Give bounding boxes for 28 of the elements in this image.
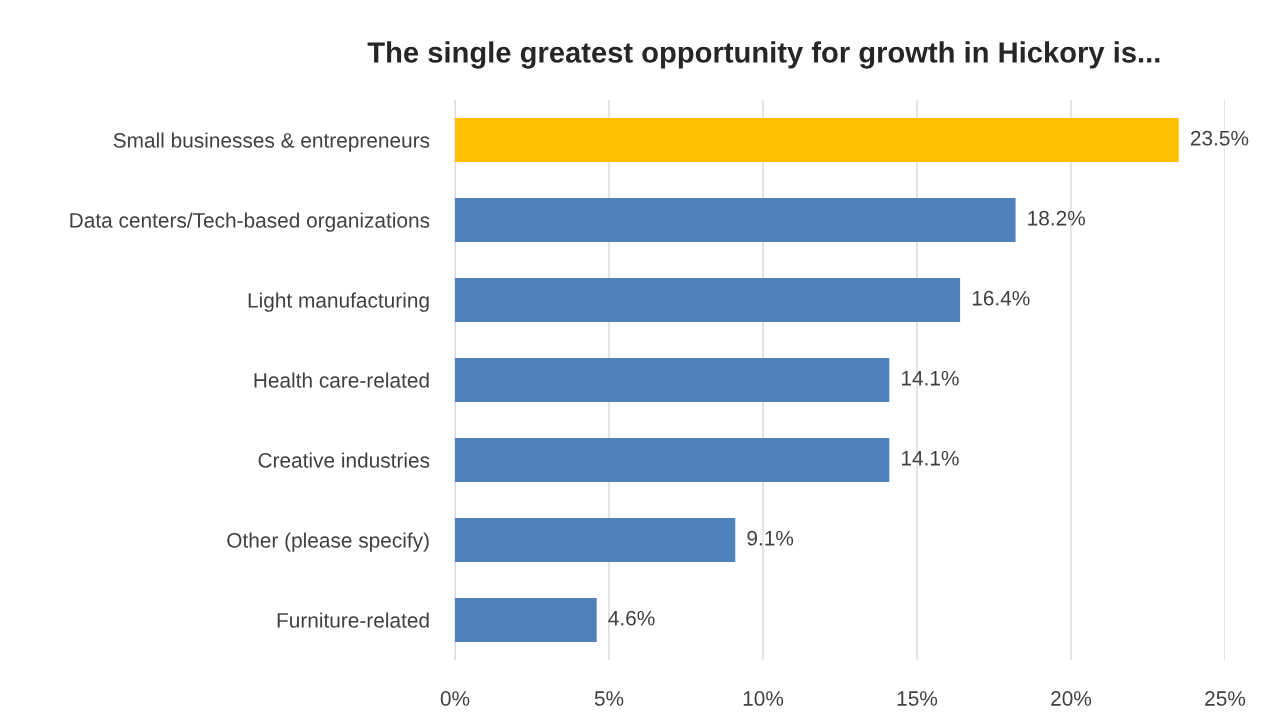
data-label: 14.1% (901, 370, 959, 386)
x-tick-label: 15% (897, 691, 938, 706)
data-label: 18.2% (1028, 210, 1085, 226)
bar (455, 358, 890, 402)
data-label: 9.1% (747, 530, 794, 546)
bar (455, 598, 597, 642)
bar (455, 118, 1179, 162)
y-tick-label: Health care-related (254, 372, 429, 388)
data-label: 14.1% (901, 450, 959, 466)
y-tick-label: Data centers/Tech-based organizations (70, 212, 430, 232)
y-tick-label: Light manufacturing (248, 292, 429, 312)
chart-title: The single greatest opportunity for growth in Hickory is... (367, 41, 1160, 69)
data-label: 4.6% (608, 610, 655, 626)
bar (455, 438, 890, 482)
y-tick-label: Small businesses & entrepreneurs (113, 132, 430, 152)
y-tick-label: Furniture-related (277, 612, 429, 628)
x-tick-label: 5% (594, 691, 624, 706)
x-tick-label: 10% (743, 691, 784, 706)
y-tick-label: Other (please specify) (227, 532, 429, 552)
bar (455, 278, 961, 322)
x-tick-label: 0% (440, 691, 470, 706)
bar (455, 198, 1016, 242)
bar (455, 518, 736, 562)
x-tick-label: 25% (1205, 691, 1246, 706)
y-tick-label: Creative industries (258, 452, 430, 468)
x-tick-label: 20% (1051, 691, 1092, 706)
data-label: 23.5% (1190, 130, 1249, 146)
data-label: 16.4% (972, 290, 1030, 306)
